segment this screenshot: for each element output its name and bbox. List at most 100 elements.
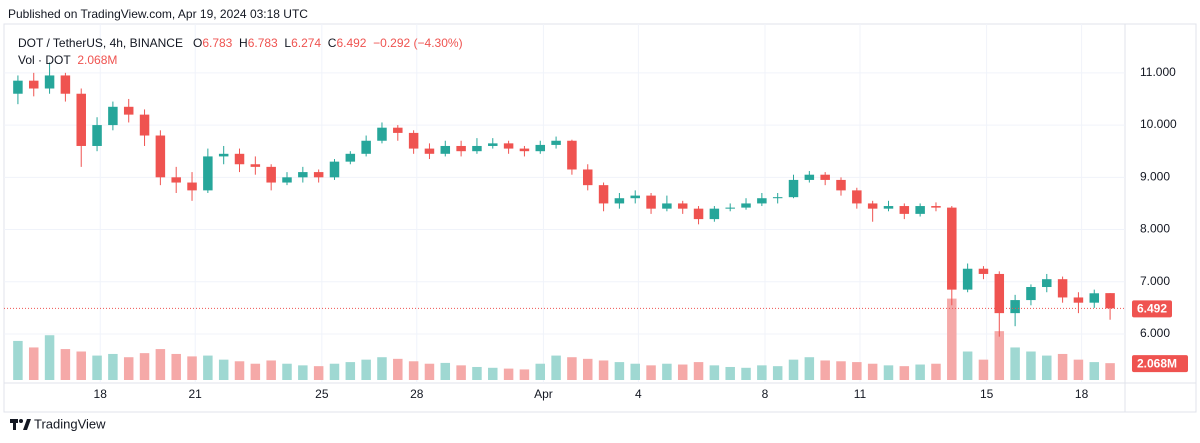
candle-body xyxy=(994,273,1005,314)
candle-body xyxy=(92,125,102,146)
ohlc-label: C xyxy=(327,36,337,50)
candle-body xyxy=(677,203,688,209)
candle-body xyxy=(1073,297,1084,303)
volume-bar xyxy=(1073,359,1084,380)
volume-bar xyxy=(962,351,973,380)
volume-bar xyxy=(203,355,213,380)
candle-body xyxy=(646,195,656,209)
ohlc-value: 6.783 xyxy=(247,36,278,50)
y-tick-label: 10.000 xyxy=(1140,117,1177,131)
candle-body xyxy=(377,127,387,141)
candle-body xyxy=(155,135,166,178)
candle-body xyxy=(662,203,672,209)
volume-bar xyxy=(92,355,102,380)
candle-body xyxy=(298,172,308,178)
volume-bar xyxy=(788,359,799,380)
volume-bar xyxy=(931,363,941,380)
volume-bar xyxy=(139,353,150,380)
volume-bar xyxy=(345,362,356,380)
volume-bar xyxy=(915,364,925,380)
candle-body xyxy=(836,179,846,191)
x-tick-label: 25 xyxy=(315,387,329,401)
candle-body xyxy=(598,185,609,204)
volume-bar xyxy=(836,361,846,380)
x-tick-label: 11 xyxy=(854,387,867,401)
volume-bar xyxy=(598,360,609,380)
volume-bar xyxy=(567,357,577,380)
volume-bar xyxy=(709,365,720,380)
volume-bar xyxy=(298,365,308,380)
candle-body xyxy=(361,140,371,154)
volume-bar xyxy=(551,355,561,380)
candle-body xyxy=(472,145,482,152)
candle-body xyxy=(614,198,625,204)
change: −0.292 xyxy=(373,36,411,50)
candle-body xyxy=(13,80,23,94)
volume-bar xyxy=(408,361,419,380)
candle-body xyxy=(582,169,593,186)
volume-bar xyxy=(488,367,498,380)
candle-body xyxy=(883,206,894,209)
frame xyxy=(3,23,1197,413)
candle-body xyxy=(519,148,530,152)
candle-body xyxy=(266,166,276,183)
volume-bar xyxy=(646,365,656,380)
candle-body xyxy=(1042,279,1052,288)
candle-body xyxy=(915,206,925,214)
ohlc-value: 6.274 xyxy=(291,36,322,50)
legend: DOT / TetherUS, 4h, BINANCE O6.783 H6.78… xyxy=(18,36,463,50)
candle-body xyxy=(852,190,862,204)
volume-bar xyxy=(614,362,625,380)
candles xyxy=(4,62,1125,337)
volume-bar xyxy=(994,331,1005,380)
volume-bar xyxy=(503,368,514,380)
volume-bar xyxy=(44,335,55,380)
volume-bar xyxy=(60,349,71,380)
y-tick-label: 8.000 xyxy=(1140,222,1170,236)
candle-body xyxy=(488,143,498,146)
volume-bar xyxy=(171,353,181,380)
grid xyxy=(4,24,1125,383)
volume-bar xyxy=(282,363,292,380)
volume-bar xyxy=(1026,351,1036,380)
volumes xyxy=(13,298,1115,380)
volume-bar xyxy=(883,365,894,380)
candle-body xyxy=(630,195,640,199)
x-tick-label: 8 xyxy=(762,387,769,401)
symbol: DOT / TetherUS, 4h, BINANCE xyxy=(18,36,183,50)
logo-shape xyxy=(23,419,31,430)
volume-bar xyxy=(108,353,118,380)
candle-body xyxy=(108,106,118,126)
volume-bar xyxy=(123,357,134,380)
volume-bar xyxy=(582,358,593,380)
candle-body xyxy=(76,93,86,146)
volume-bar xyxy=(820,360,830,380)
volume-bar xyxy=(978,359,989,380)
volume-value: 2.068M xyxy=(77,53,118,67)
candle-body xyxy=(788,179,799,198)
candle-body xyxy=(282,177,292,183)
volume-bar xyxy=(519,369,530,380)
logo-shape xyxy=(13,419,16,430)
volume-bar xyxy=(76,351,86,380)
candle-body xyxy=(503,143,514,149)
price-tag-label: 6.492 xyxy=(1137,302,1167,316)
candle-body xyxy=(693,208,704,220)
candle-body xyxy=(725,207,735,209)
x-tick-label: 18 xyxy=(1075,387,1089,401)
candle-body xyxy=(218,153,229,157)
candle-body xyxy=(250,164,261,167)
x-tick-label: 4 xyxy=(635,387,642,401)
candle-body xyxy=(567,140,577,170)
volume-bar xyxy=(28,347,39,380)
candle-body xyxy=(456,145,466,152)
candle-body xyxy=(345,153,356,162)
ohlc-value: 6.783 xyxy=(202,36,233,50)
volume-bar xyxy=(757,365,767,380)
volume-bar xyxy=(852,362,862,380)
volume-bar xyxy=(250,363,261,380)
candle-body xyxy=(393,127,403,133)
candle-body xyxy=(741,203,751,208)
y-tick-label: 7.000 xyxy=(1140,274,1170,288)
